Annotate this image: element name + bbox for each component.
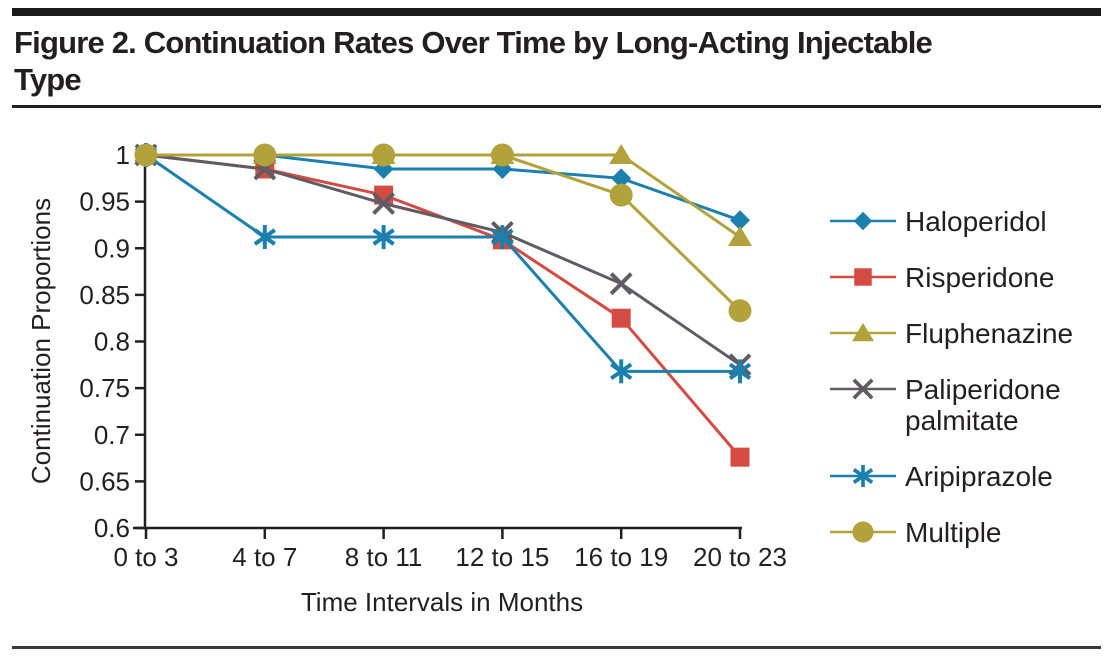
x-tick-label: 20 to 23 [693,542,787,572]
circle-marker [728,299,752,323]
title-rule [12,105,1101,108]
x-tick-label: 16 to 19 [574,542,668,572]
top-rule [12,8,1101,16]
y-tick-label: 0.95 [79,187,130,217]
x-marker [852,378,874,400]
x-axis-title: Time Intervals in Months [301,587,583,617]
diamond-marker [853,211,873,231]
x-tick-label: 0 to 3 [113,542,178,572]
triangle-marker [851,322,875,342]
legend-label-fluphenazine: Fluphenazine [905,318,1074,349]
legend-item-paliperidone-palmitate: Paliperidone palmitate [830,374,1108,436]
circle-marker [134,143,158,167]
series-markers-risperidone [136,145,750,467]
y-tick-label: 0.7 [94,420,130,450]
asterisk-marker [728,362,752,380]
asterisk-legend-icon [830,464,896,488]
legend-label-paliperidone-palmitate: Paliperidone palmitate [905,374,1061,436]
diamond-marker [611,168,632,189]
circle-legend-icon [830,521,896,543]
x-tick-label: 12 to 15 [455,542,549,572]
asterisk-marker [491,228,514,246]
y-tick-label: 0.75 [79,373,130,403]
diamond-marker [730,210,750,231]
asterisk-marker [852,468,874,484]
triangle-legend-icon [830,322,896,342]
legend-label-haloperidol: Haloperidol [905,206,1047,237]
legend-item-multiple: Multiple [830,517,1108,548]
y-tick-label: 0.9 [94,233,130,263]
chart-legend: Haloperidol Risperidone Fluphenazine Palipe… [830,206,1108,548]
x-legend-icon [830,378,896,400]
diamond-legend-icon [830,211,896,231]
circle-marker [609,183,633,207]
circle-marker [852,521,874,543]
legend-item-aripiprazole: Aripiprazole [830,461,1108,492]
y-tick-label: 0.8 [94,327,130,357]
legend-item-haloperidol: Haloperidol [830,206,1108,237]
x-marker [372,192,396,215]
square-legend-icon [830,268,896,286]
series-line-risperidone [145,153,742,459]
x-tick-label: 8 to 11 [345,542,423,572]
circle-marker [253,143,277,167]
x-tick-label: 4 to 7 [232,542,297,572]
triangle-marker [609,144,634,164]
circle-marker [372,143,396,167]
y-axis-title: Continuation Proportions [26,198,56,484]
y-tick-label: 0.6 [94,513,130,543]
x-marker [609,272,633,296]
asterisk-marker [372,228,395,246]
series-line-aripiprazole [145,153,740,373]
legend-item-fluphenazine: Fluphenazine [830,318,1108,349]
triangle-marker [728,226,752,247]
legend-label-aripiprazole: Aripiprazole [905,461,1053,492]
series-line-paliperidone-palmitate [145,153,741,367]
square-marker [854,268,872,286]
figure-title: Figure 2. Continuation Rates Over Time b… [14,24,1102,98]
series-line-multiple [146,153,742,312]
square-marker [730,447,750,467]
figure-title-line-1: Figure 2. Continuation Rates Over Time b… [14,25,933,60]
asterisk-marker [610,362,633,380]
legend-label-risperidone: Risperidone [905,262,1055,293]
legend-label-multiple: Multiple [905,517,1002,548]
y-tick-label: 0.85 [79,280,130,310]
series-markers-multiple [134,143,752,323]
y-tick-label: 0.65 [79,466,130,496]
y-tick-label: 1 [116,140,130,170]
series-markers-aripiprazole [134,143,752,384]
asterisk-marker [253,228,276,246]
circle-marker [490,143,514,167]
legend-item-risperidone: Risperidone [830,262,1108,293]
square-marker [611,308,631,328]
bottom-rule [12,646,1101,649]
figure-title-line-2: Type [14,62,82,97]
